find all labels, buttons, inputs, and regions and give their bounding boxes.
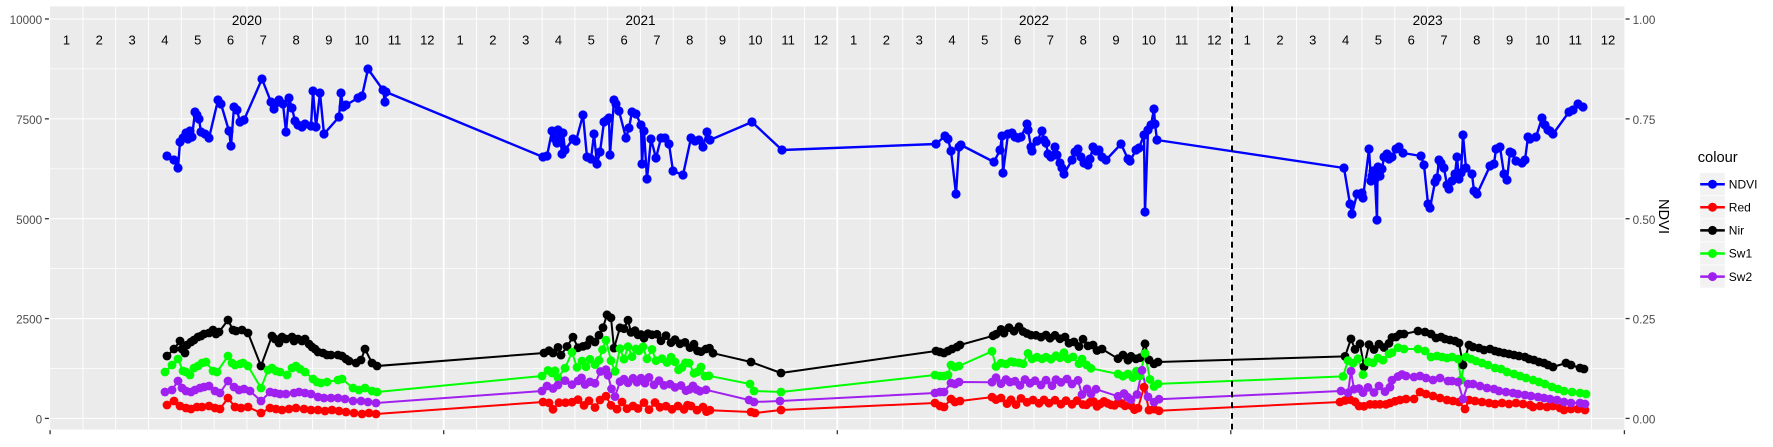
svg-text:6: 6 — [1014, 33, 1021, 48]
svg-text:10: 10 — [748, 33, 762, 48]
svg-text:0.25: 0.25 — [1633, 314, 1656, 327]
svg-text:3: 3 — [522, 33, 529, 48]
svg-text:2: 2 — [96, 33, 103, 48]
svg-text:7500: 7500 — [16, 114, 43, 127]
svg-text:0.50: 0.50 — [1633, 214, 1656, 227]
svg-text:7: 7 — [1047, 33, 1054, 48]
svg-text:NDVI: NDVI — [1729, 177, 1758, 191]
svg-text:8: 8 — [686, 33, 693, 48]
svg-text:7: 7 — [653, 33, 660, 48]
svg-text:12: 12 — [420, 33, 434, 48]
svg-text:0: 0 — [36, 414, 43, 427]
svg-text:1: 1 — [63, 33, 70, 48]
svg-text:5: 5 — [981, 33, 988, 48]
svg-text:10000: 10000 — [10, 14, 43, 27]
svg-text:1: 1 — [850, 33, 857, 48]
svg-text:7: 7 — [260, 33, 267, 48]
svg-text:2500: 2500 — [16, 314, 43, 327]
svg-text:7: 7 — [1440, 33, 1447, 48]
svg-text:NDVI: NDVI — [1655, 199, 1671, 234]
svg-text:8: 8 — [1473, 33, 1480, 48]
svg-text:colour: colour — [1698, 150, 1738, 166]
svg-text:8: 8 — [1080, 33, 1087, 48]
svg-text:6: 6 — [1408, 33, 1415, 48]
svg-text:Red: Red — [1729, 200, 1751, 214]
svg-text:12: 12 — [814, 33, 828, 48]
svg-text:11: 11 — [388, 33, 402, 48]
svg-text:2022: 2022 — [1019, 13, 1049, 28]
svg-text:1: 1 — [1244, 33, 1251, 48]
svg-text:1: 1 — [456, 33, 463, 48]
svg-text:9: 9 — [719, 33, 726, 48]
svg-text:1.00: 1.00 — [1633, 14, 1656, 27]
svg-text:3: 3 — [916, 33, 923, 48]
svg-text:0.75: 0.75 — [1633, 114, 1656, 127]
svg-text:9: 9 — [1112, 33, 1119, 48]
svg-text:11: 11 — [1568, 33, 1582, 48]
svg-text:Sw2: Sw2 — [1729, 270, 1753, 284]
svg-text:9: 9 — [1506, 33, 1513, 48]
svg-text:11: 11 — [1175, 33, 1189, 48]
svg-text:11: 11 — [781, 33, 795, 48]
svg-text:4: 4 — [948, 33, 955, 48]
svg-text:3: 3 — [1309, 33, 1316, 48]
svg-text:2021: 2021 — [625, 13, 655, 28]
svg-text:5: 5 — [588, 33, 595, 48]
svg-text:2: 2 — [883, 33, 890, 48]
svg-text:4: 4 — [1342, 33, 1349, 48]
svg-text:Sw1: Sw1 — [1729, 247, 1753, 261]
svg-text:10: 10 — [1535, 33, 1549, 48]
svg-text:2023: 2023 — [1413, 13, 1443, 28]
svg-text:5: 5 — [194, 33, 201, 48]
svg-text:8: 8 — [292, 33, 299, 48]
svg-text:Nir: Nir — [1729, 224, 1744, 238]
svg-text:12: 12 — [1601, 33, 1615, 48]
svg-text:2: 2 — [1276, 33, 1283, 48]
svg-text:10: 10 — [1142, 33, 1156, 48]
svg-text:2: 2 — [489, 33, 496, 48]
svg-text:2020: 2020 — [232, 13, 262, 28]
svg-text:6: 6 — [620, 33, 627, 48]
svg-text:6: 6 — [227, 33, 234, 48]
svg-text:4: 4 — [555, 33, 562, 48]
svg-text:0.00: 0.00 — [1633, 414, 1656, 427]
svg-text:9: 9 — [325, 33, 332, 48]
svg-text:5: 5 — [1375, 33, 1382, 48]
svg-text:3: 3 — [128, 33, 135, 48]
svg-text:5000: 5000 — [16, 214, 43, 227]
svg-text:10: 10 — [354, 33, 368, 48]
svg-text:12: 12 — [1207, 33, 1221, 48]
svg-text:4: 4 — [161, 33, 168, 48]
